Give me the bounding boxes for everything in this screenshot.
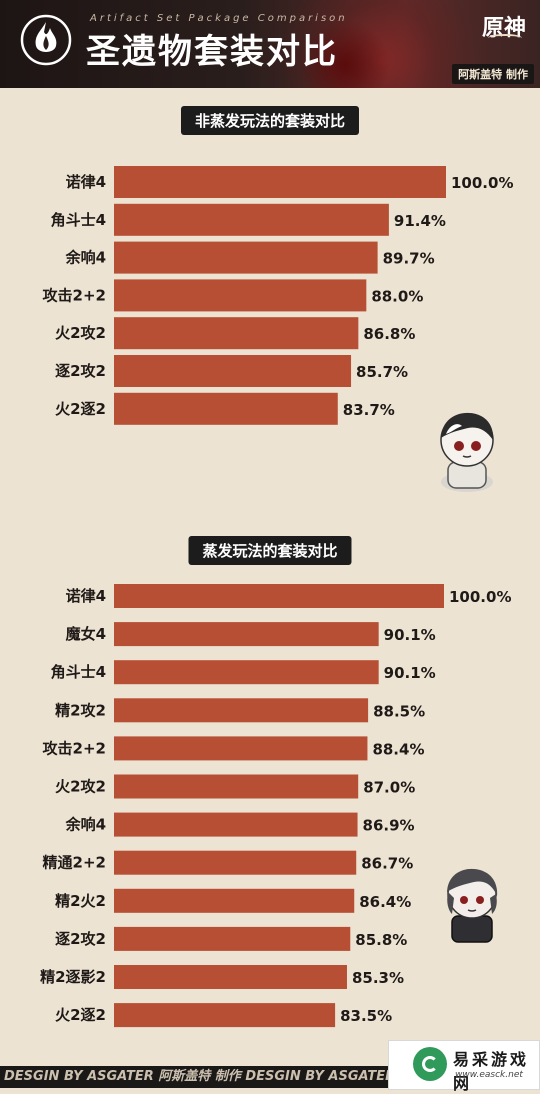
bar	[114, 241, 378, 274]
bar	[114, 355, 352, 387]
category-label: 精2逐影2	[40, 968, 106, 986]
value-label: 100.0%	[449, 588, 511, 606]
value-label: 91.4%	[394, 212, 446, 230]
category-label: 精2火2	[55, 892, 106, 910]
header-subtitle: Artifact Set Package Comparison	[90, 13, 348, 24]
value-label: 88.5%	[373, 702, 425, 720]
category-label: 余响4	[65, 249, 106, 267]
site-watermark: 易采游戏网 www.easck.net	[388, 1040, 540, 1093]
category-label: 火2逐2	[55, 1006, 106, 1024]
category-label: 逐2攻2	[55, 930, 106, 948]
bar	[114, 774, 359, 799]
category-label: 逐2攻2	[55, 362, 106, 380]
bar	[114, 392, 338, 425]
value-label: 86.4%	[359, 893, 411, 911]
value-label: 83.5%	[340, 1007, 392, 1025]
bar-charts: 诺律4 100.0% 角斗士4 91.4% 余响4 89.7% 攻击2+2 88.0% 火2攻2…	[40, 166, 513, 1028]
value-label: 88.4%	[372, 740, 424, 758]
value-label: 100.0%	[451, 174, 513, 192]
category-label: 精2攻2	[55, 701, 106, 719]
chibi-character-icon	[440, 412, 494, 492]
value-label: 86.7%	[361, 855, 413, 873]
bar	[114, 279, 367, 312]
bar	[114, 660, 379, 685]
category-label: 角斗士4	[51, 211, 106, 229]
chart1-title: 非蒸发玩法的套装对比	[180, 106, 360, 135]
bar	[114, 850, 357, 875]
chart2-title: 蒸发玩法的套装对比	[188, 536, 352, 565]
value-label: 90.1%	[384, 626, 436, 644]
header-decoration-flower	[300, 20, 390, 88]
value-label: 85.7%	[356, 363, 408, 381]
value-label: 85.3%	[352, 969, 404, 987]
category-label: 诺律4	[66, 173, 106, 191]
value-label: 88.0%	[371, 287, 423, 305]
bar	[114, 203, 389, 236]
category-label: 精通2+2	[43, 854, 106, 872]
value-label: 90.1%	[384, 664, 436, 682]
category-label: 诺律4	[66, 587, 106, 605]
bar	[114, 317, 359, 350]
game-logo-ring	[488, 34, 522, 42]
bar	[114, 1003, 336, 1028]
bar	[114, 698, 369, 723]
bar	[114, 965, 347, 989]
bar	[114, 166, 446, 198]
category-label: 余响4	[65, 816, 106, 834]
value-label: 87.0%	[363, 779, 415, 797]
bar	[114, 622, 379, 647]
bar	[114, 584, 444, 608]
chibi-character-icon	[447, 868, 498, 943]
footer-text: DESGIN BY ASGATER 阿斯盖特 制作 DESGIN BY ASGA…	[4, 1069, 396, 1084]
value-label: 89.7%	[383, 250, 435, 268]
value-label: 83.7%	[343, 401, 395, 419]
category-label: 攻击2+2	[43, 286, 106, 304]
bar	[114, 888, 355, 913]
bar	[114, 736, 368, 761]
watermark-url: www.easck.net	[455, 1070, 523, 1080]
category-label: 魔女4	[66, 625, 106, 643]
author-badge: 阿斯盖特 制作	[452, 64, 534, 84]
bar	[114, 926, 351, 951]
category-label: 火2攻2	[55, 324, 106, 342]
watermark-logo-icon	[413, 1047, 447, 1081]
header-banner: Artifact Set Package Comparison 圣遗物套装对比 …	[0, 0, 540, 88]
category-label: 火2攻2	[55, 778, 106, 796]
bar	[114, 812, 358, 837]
pyro-emblem-icon	[20, 14, 72, 66]
value-label: 86.9%	[363, 817, 415, 835]
category-label: 角斗士4	[51, 663, 106, 681]
value-label: 86.8%	[363, 325, 415, 343]
category-label: 攻击2+2	[43, 739, 106, 757]
page-title: 圣遗物套装对比	[86, 32, 338, 72]
value-label: 85.8%	[355, 931, 407, 949]
category-label: 火2逐2	[55, 400, 106, 418]
